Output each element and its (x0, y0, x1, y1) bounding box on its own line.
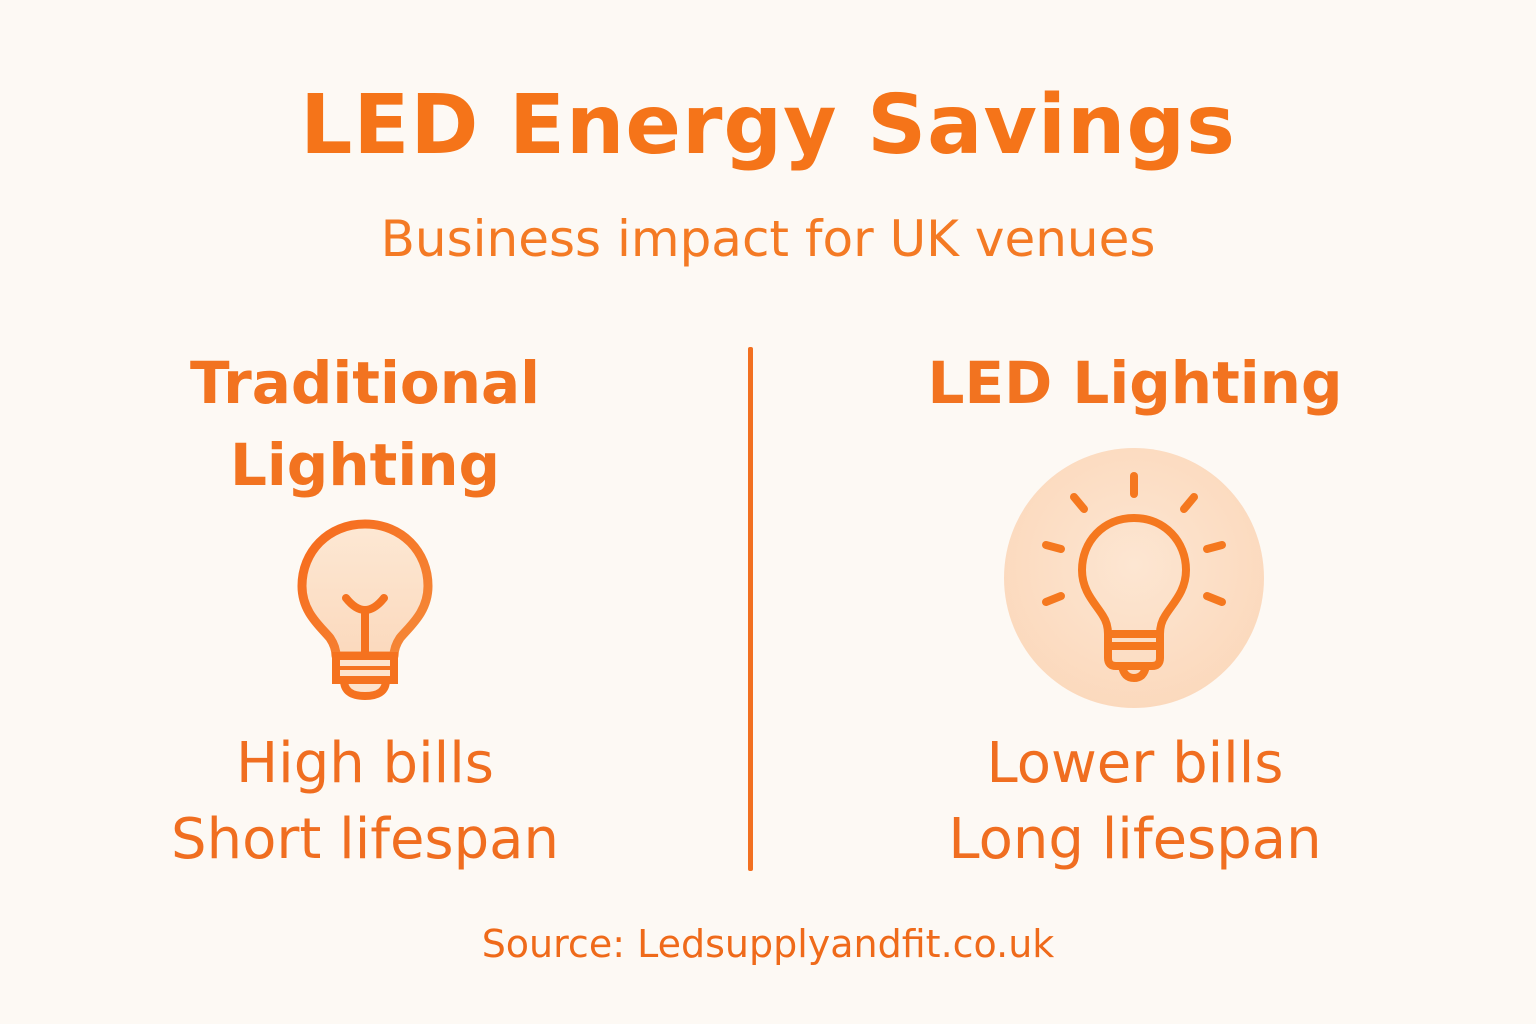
heading-line-1: Traditional (189, 349, 541, 417)
traditional-lighting-heading: Traditional Lighting (120, 342, 610, 506)
page-subtitle: Business impact for UK venues (380, 210, 1156, 268)
column-divider (748, 347, 753, 871)
point-long-lifespan: Long lifespan (948, 807, 1322, 872)
point-high-bills: High bills (236, 731, 494, 796)
lightbulb-glowing-icon (1002, 446, 1266, 710)
point-short-lifespan: Short lifespan (171, 807, 559, 872)
page-title: LED Energy Savings (300, 78, 1236, 173)
traditional-lighting-points: High bills Short lifespan (110, 726, 620, 878)
source-attribution: Source: Ledsupplyandfit.co.uk (481, 922, 1055, 966)
heading-line-2: Lighting (229, 431, 501, 499)
led-lighting-points: Lower bills Long lifespan (880, 726, 1390, 878)
point-lower-bills: Lower bills (986, 731, 1284, 796)
led-lighting-heading: LED Lighting (927, 349, 1343, 417)
lightbulb-icon (290, 514, 440, 704)
